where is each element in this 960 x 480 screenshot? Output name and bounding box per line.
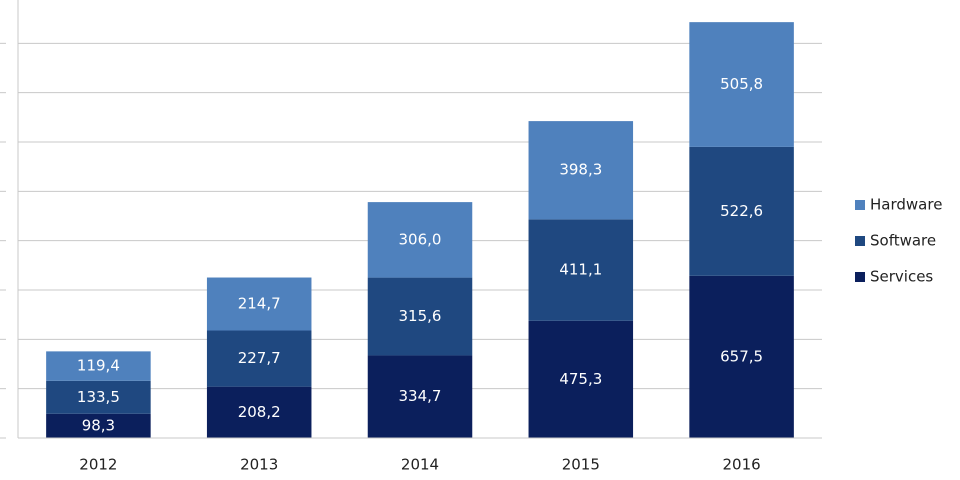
legend-label: Software (870, 232, 936, 250)
bar-segment (46, 380, 151, 414)
data-label: 98,3 (82, 416, 115, 434)
bar-segment (206, 386, 312, 438)
bar-segment (528, 320, 634, 438)
data-label: 208,2 (238, 403, 281, 421)
legend-swatch (855, 200, 865, 210)
data-label: 306,0 (399, 230, 442, 248)
bar-segment (367, 355, 473, 438)
bar-segment (528, 219, 634, 321)
data-label: 119,4 (77, 357, 120, 375)
bar-segment (689, 22, 794, 147)
legend-swatch (855, 272, 865, 282)
data-label: 411,1 (559, 261, 602, 279)
data-label: 505,8 (720, 75, 763, 93)
bar-segment (689, 275, 794, 438)
x-tick-label: 2012 (79, 456, 117, 474)
x-tick-label: 2013 (240, 456, 278, 474)
bar-segment (46, 413, 151, 438)
bar-segment (367, 202, 473, 278)
legend-label: Services (870, 268, 933, 286)
bar-segment (206, 330, 312, 387)
bar-segment (689, 146, 794, 276)
x-tick-label: 2016 (723, 456, 761, 474)
data-label: 398,3 (559, 161, 602, 179)
data-label: 133,5 (77, 388, 120, 406)
data-label: 657,5 (720, 347, 763, 365)
data-label: 334,7 (399, 387, 442, 405)
x-tick-label: 2014 (401, 456, 439, 474)
legend-swatch (855, 236, 865, 246)
x-tick-label: 2015 (562, 456, 600, 474)
legend-label: Hardware (870, 196, 942, 214)
bar-segment (206, 277, 312, 331)
data-label: 227,7 (238, 349, 281, 367)
data-label: 214,7 (238, 294, 281, 312)
data-label: 475,3 (559, 370, 602, 388)
data-label: 522,6 (720, 202, 763, 220)
data-label: 315,6 (399, 307, 442, 325)
bar-segment (367, 277, 473, 356)
bar-segment (46, 351, 151, 381)
bar-segment (528, 121, 634, 220)
